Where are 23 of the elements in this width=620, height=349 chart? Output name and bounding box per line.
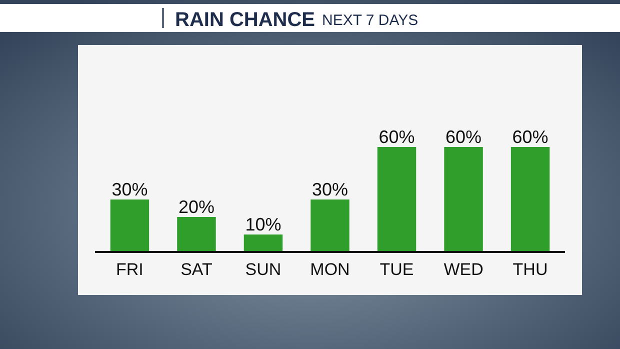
data-label: 20% (178, 197, 214, 217)
x-tick-label: SUN (245, 260, 282, 279)
chart-title: RAIN CHANCE (175, 9, 315, 31)
bar (310, 200, 350, 252)
data-label: 60% (446, 127, 482, 147)
data-label: 10% (245, 214, 282, 234)
bar (510, 147, 550, 252)
data-label: 30% (112, 180, 148, 200)
data-label: 30% (312, 180, 348, 200)
x-tick-label: TUE (380, 260, 414, 279)
bar (377, 147, 416, 252)
x-tick-label: THU (512, 260, 548, 279)
x-tick-label: MON (310, 260, 350, 279)
bar (110, 200, 150, 252)
x-tick-label: FRI (116, 260, 144, 279)
bar (244, 234, 283, 252)
data-label: 60% (512, 127, 548, 147)
bar (444, 147, 483, 252)
bar (177, 217, 216, 252)
chart-subtitle: NEXT 7 DAYS (322, 12, 418, 29)
x-tick-label: WED (444, 260, 484, 279)
x-tick-label: SAT (180, 260, 212, 279)
data-label: 60% (378, 127, 415, 147)
